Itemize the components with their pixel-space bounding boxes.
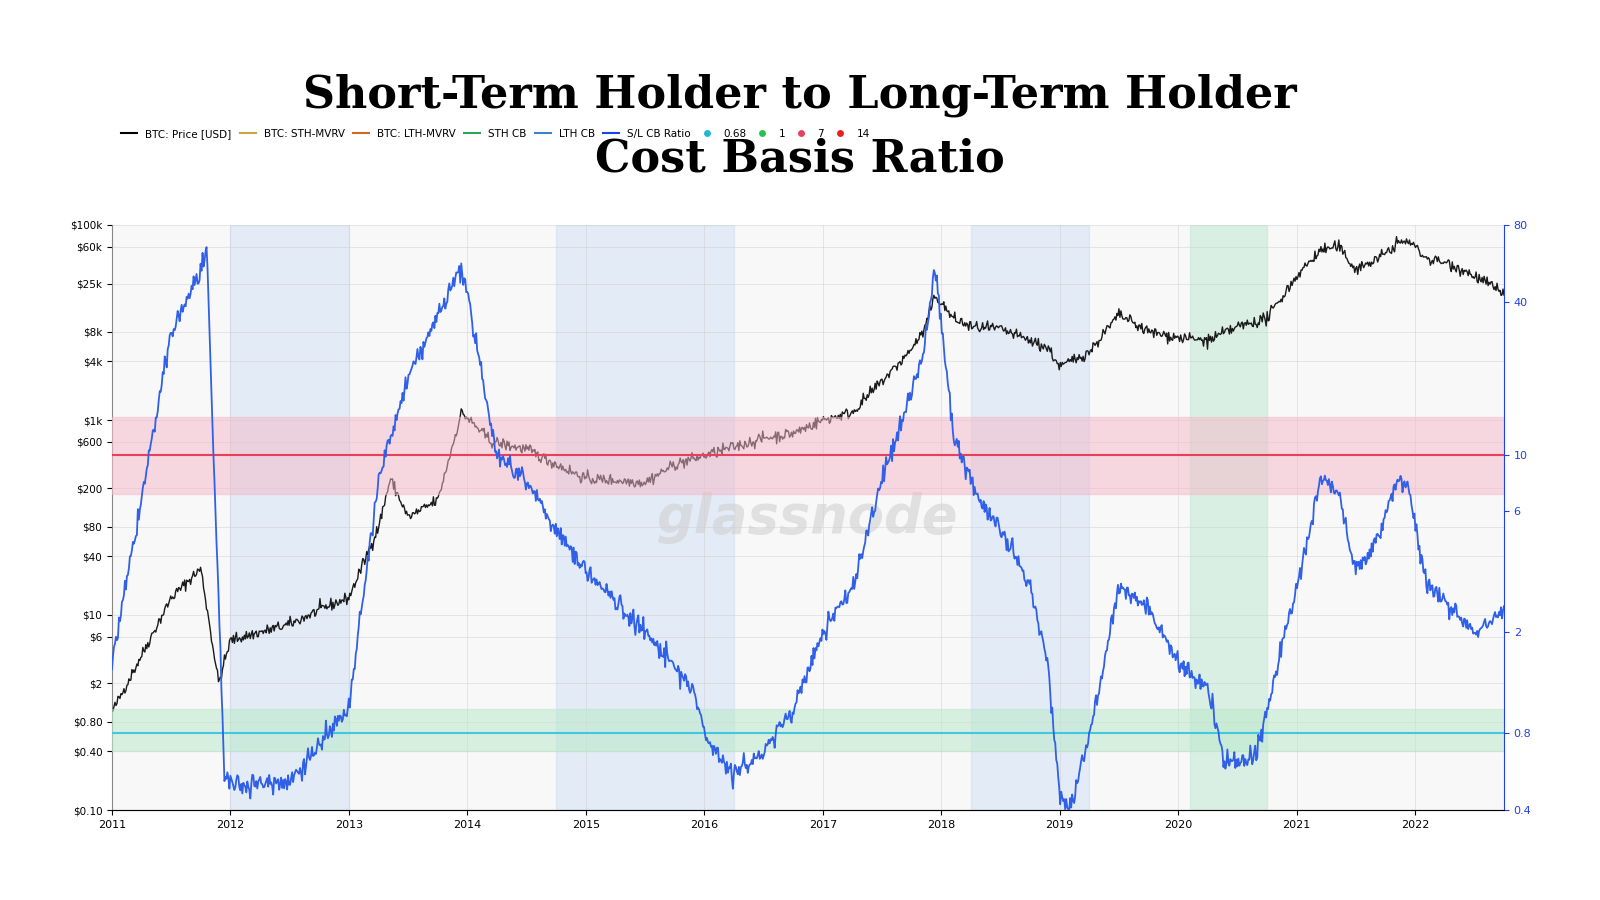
Bar (230, 225, 349, 810)
Text: Cost Basis Ratio: Cost Basis Ratio (595, 137, 1005, 180)
Legend: BTC: Price [USD], BTC: STH-MVRV, BTC: LTH-MVRV, STH CB, LTH CB, S/L CB Ratio, 0.: BTC: Price [USD], BTC: STH-MVRV, BTC: LT… (117, 125, 874, 143)
Bar (971, 225, 1090, 810)
Bar (557, 225, 734, 810)
Bar (1190, 225, 1267, 810)
Bar (112, 418, 1504, 494)
Text: glassnode: glassnode (658, 491, 958, 544)
Bar (112, 709, 1504, 752)
Text: Short-Term Holder to Long-Term Holder: Short-Term Holder to Long-Term Holder (302, 74, 1298, 117)
